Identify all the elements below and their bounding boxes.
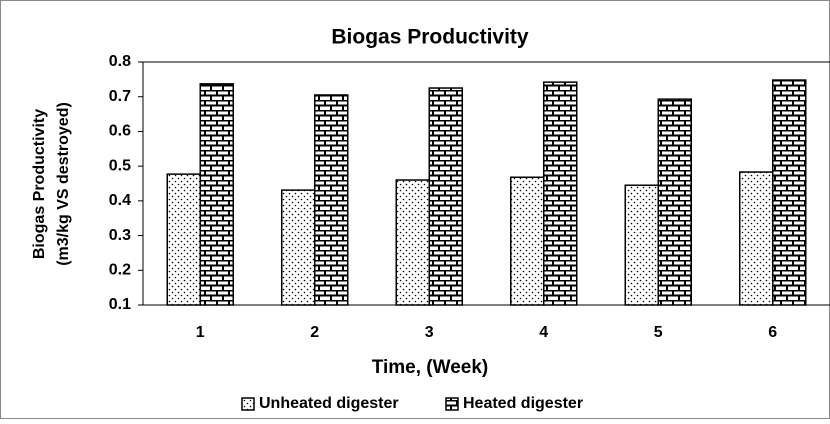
y-tick-label: 0.6 xyxy=(109,123,131,140)
x-tick-label: 6 xyxy=(768,324,777,341)
y-tick-label: 0.2 xyxy=(109,262,131,279)
y-tick-label: 0.5 xyxy=(109,157,131,174)
chart-title: Biogas Productivity xyxy=(331,26,529,49)
y-tick-label: 0.3 xyxy=(109,227,131,244)
x-tick-label: 1 xyxy=(196,324,205,341)
bar xyxy=(510,176,545,306)
y-tick-label: 0.7 xyxy=(109,88,131,105)
legend-swatch xyxy=(445,397,459,411)
bar xyxy=(395,179,430,306)
x-tick-label: 4 xyxy=(539,324,548,341)
legend-label: Heated digester xyxy=(463,395,583,412)
bar xyxy=(543,81,578,306)
x-axis-label: Time, (Week) xyxy=(372,357,489,378)
x-tick-label: 5 xyxy=(654,324,663,341)
bar xyxy=(428,87,463,306)
bar xyxy=(772,79,807,306)
y-tick-label: 0.4 xyxy=(109,192,131,209)
legend-swatch xyxy=(241,397,255,411)
bar xyxy=(166,173,201,306)
y-tick-label: 0.1 xyxy=(109,296,131,313)
bar xyxy=(314,94,349,306)
legend-label: Unheated digester xyxy=(259,395,399,412)
x-tick-label: 2 xyxy=(310,324,319,341)
y-tick-label: 0.8 xyxy=(109,53,131,70)
y-axis-label: (m3/kg VS destroyed) xyxy=(55,102,72,266)
bar xyxy=(624,184,659,306)
bar xyxy=(739,171,774,306)
bar xyxy=(657,98,692,306)
x-tick-label: 3 xyxy=(425,324,434,341)
bar xyxy=(199,83,234,306)
bar xyxy=(281,189,316,306)
y-axis-label: Biogas Productivity xyxy=(31,109,48,259)
